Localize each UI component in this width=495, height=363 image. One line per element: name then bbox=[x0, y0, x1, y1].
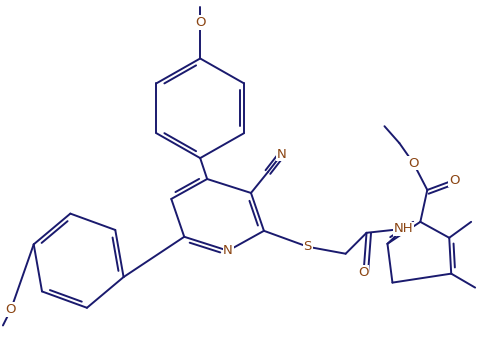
Text: O: O bbox=[5, 303, 16, 316]
Text: O: O bbox=[449, 174, 459, 187]
Text: N: N bbox=[277, 148, 287, 160]
Text: O: O bbox=[195, 16, 205, 29]
Text: NH: NH bbox=[394, 222, 413, 235]
Text: O: O bbox=[408, 156, 419, 170]
Text: S: S bbox=[303, 240, 312, 253]
Text: O: O bbox=[358, 266, 369, 279]
Text: N: N bbox=[223, 244, 233, 257]
